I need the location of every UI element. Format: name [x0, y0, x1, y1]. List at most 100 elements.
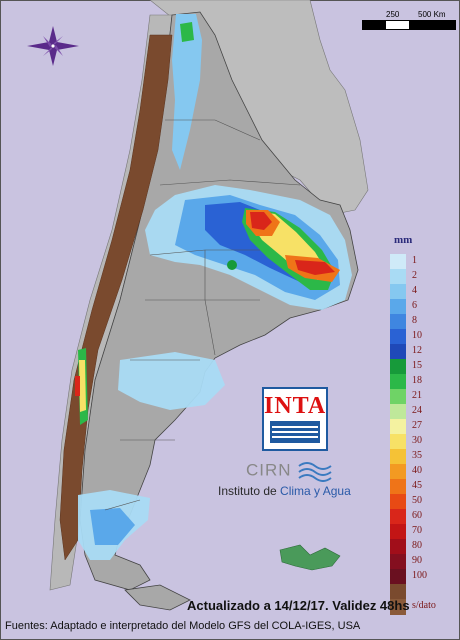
legend-label: s/dato	[412, 600, 436, 611]
legend-swatch	[390, 509, 406, 525]
legend-swatch	[390, 554, 406, 570]
legend-entry: 80	[390, 539, 460, 555]
legend-swatch	[390, 569, 406, 585]
legend-swatch	[390, 254, 406, 270]
legend-label: 70	[412, 525, 422, 536]
argentina-landmass	[79, 11, 359, 591]
legend-swatch	[390, 404, 406, 420]
precip-area-yellow-west	[79, 360, 86, 412]
precip-area-red-east	[295, 260, 335, 275]
legend-entry: 27	[390, 419, 460, 435]
cirn-waves-icon	[298, 462, 332, 482]
legend-swatch	[390, 284, 406, 300]
legend-swatch	[390, 434, 406, 450]
malvinas-islands	[279, 544, 341, 571]
legend-swatch	[390, 329, 406, 345]
legend-entry: 100	[390, 569, 460, 585]
legend-swatch	[390, 374, 406, 390]
legend-unit: mm	[394, 234, 413, 246]
legend-label: 12	[412, 345, 422, 356]
legend-entry: 10	[390, 329, 460, 345]
legend-label: 2	[412, 270, 417, 281]
legend-entry: 30	[390, 434, 460, 450]
province-borders	[104, 119, 301, 511]
legend-label: 30	[412, 435, 422, 446]
legend-label: 45	[412, 480, 422, 491]
precip-area-north	[172, 14, 202, 170]
cirn-logo: CIRN	[246, 460, 333, 482]
legend-swatch	[390, 419, 406, 435]
cirn-text: CIRN	[246, 460, 292, 480]
legend-label: 40	[412, 465, 422, 476]
legend-swatch	[390, 524, 406, 540]
legend-entry: 8	[390, 314, 460, 330]
legend-swatch	[390, 599, 406, 615]
legend-swatch	[390, 479, 406, 495]
legend-entry: 15	[390, 359, 460, 375]
legend-entry: s/dato	[390, 599, 460, 615]
scale-bar	[362, 20, 456, 30]
legend-swatch	[390, 299, 406, 315]
inta-logo-text: INTA	[264, 393, 327, 419]
instituto-name: Instituto de Clima y Agua	[218, 484, 351, 498]
legend-entry: 90	[390, 554, 460, 570]
precip-area-medium-south	[90, 508, 135, 545]
legend-label: 60	[412, 510, 422, 521]
scale-label-250: 250	[386, 10, 400, 19]
legend-entry: 70	[390, 524, 460, 540]
legend-entry: 4	[390, 284, 460, 300]
legend-label: 8	[412, 315, 417, 326]
legend-swatch	[390, 464, 406, 480]
legend-entry: 18	[390, 374, 460, 390]
legend-label: 35	[412, 450, 422, 461]
legend-label: 90	[412, 555, 422, 566]
legend-entry: 40	[390, 464, 460, 480]
legend-label: 6	[412, 300, 417, 311]
scale-label-500: 500 Km	[418, 10, 446, 19]
sources-info: Fuentes: Adaptado e interpretado del Mod…	[5, 620, 361, 632]
legend-swatch	[390, 449, 406, 465]
legend-label: 50	[412, 495, 422, 506]
legend-swatch	[390, 584, 406, 600]
legend-entry	[390, 584, 460, 600]
legend-label: 100	[412, 570, 427, 581]
legend-label: 21	[412, 390, 422, 401]
legend-entry: 24	[390, 404, 460, 420]
legend-swatch	[390, 359, 406, 375]
legend-entry: 50	[390, 494, 460, 510]
legend-label: 15	[412, 360, 422, 371]
legend-entry: 2	[390, 269, 460, 285]
legend-entry: 35	[390, 449, 460, 465]
inta-waves-icon	[270, 421, 320, 443]
legend-label: 4	[412, 285, 417, 296]
legend-label: 1	[412, 255, 417, 266]
legend-label: 18	[412, 375, 422, 386]
precip-area-red	[250, 212, 272, 230]
legend-swatch	[390, 269, 406, 285]
legend-entry: 6	[390, 299, 460, 315]
compass-rose-icon	[27, 26, 79, 66]
precip-spot-green	[227, 260, 237, 270]
legend-entry: 1	[390, 254, 460, 270]
legend-swatch	[390, 314, 406, 330]
instituto-name-part1: Instituto de	[218, 484, 281, 498]
legend-entry: 60	[390, 509, 460, 525]
legend-swatch	[390, 389, 406, 405]
update-info: Actualizado a 14/12/17. Validez 48hs	[187, 598, 410, 613]
tierra-del-fuego	[124, 584, 191, 611]
legend-label: 27	[412, 420, 422, 431]
legend-swatch	[390, 344, 406, 360]
legend-entry: 45	[390, 479, 460, 495]
precip-area-red-west	[75, 376, 80, 396]
legend-label: 80	[412, 540, 422, 551]
legend-label: 24	[412, 405, 422, 416]
precip-area-green-north	[180, 22, 194, 42]
legend-label: 10	[412, 330, 422, 341]
legend-entry: 21	[390, 389, 460, 405]
legend-swatch	[390, 539, 406, 555]
legend-swatch	[390, 494, 406, 510]
inta-logo: INTA	[262, 387, 328, 451]
instituto-name-part2: Clima y Agua	[280, 484, 351, 498]
precip-area-light-south	[118, 352, 225, 410]
